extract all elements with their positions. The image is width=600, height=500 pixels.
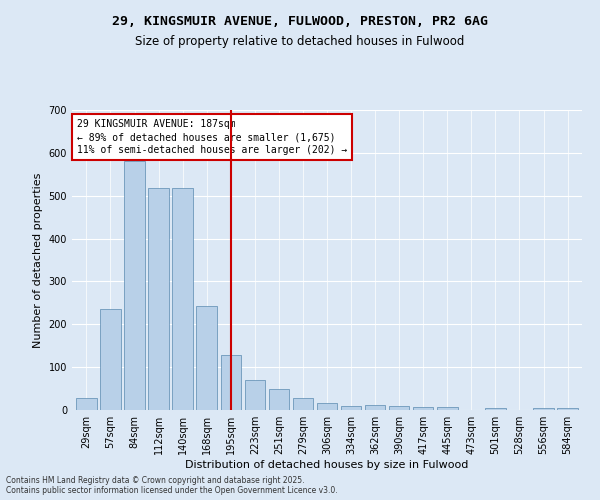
Bar	[437, 408, 458, 410]
Bar	[245, 380, 265, 410]
Bar	[269, 390, 289, 410]
Bar	[317, 403, 337, 410]
Bar	[196, 306, 217, 410]
Text: 29, KINGSMUIR AVENUE, FULWOOD, PRESTON, PR2 6AG: 29, KINGSMUIR AVENUE, FULWOOD, PRESTON, …	[112, 15, 488, 28]
X-axis label: Distribution of detached houses by size in Fulwood: Distribution of detached houses by size …	[185, 460, 469, 470]
Bar	[485, 408, 506, 410]
Y-axis label: Number of detached properties: Number of detached properties	[33, 172, 43, 348]
Text: Contains HM Land Registry data © Crown copyright and database right 2025.
Contai: Contains HM Land Registry data © Crown c…	[6, 476, 338, 495]
Bar	[293, 398, 313, 410]
Bar	[557, 408, 578, 410]
Bar	[341, 406, 361, 410]
Bar	[100, 310, 121, 410]
Bar	[221, 355, 241, 410]
Text: 29 KINGSMUIR AVENUE: 187sqm
← 89% of detached houses are smaller (1,675)
11% of : 29 KINGSMUIR AVENUE: 187sqm ← 89% of det…	[77, 119, 347, 156]
Bar	[148, 188, 169, 410]
Text: Size of property relative to detached houses in Fulwood: Size of property relative to detached ho…	[136, 35, 464, 48]
Bar	[413, 408, 433, 410]
Bar	[172, 188, 193, 410]
Bar	[76, 398, 97, 410]
Bar	[365, 406, 385, 410]
Bar	[533, 408, 554, 410]
Bar	[124, 162, 145, 410]
Bar	[389, 406, 409, 410]
